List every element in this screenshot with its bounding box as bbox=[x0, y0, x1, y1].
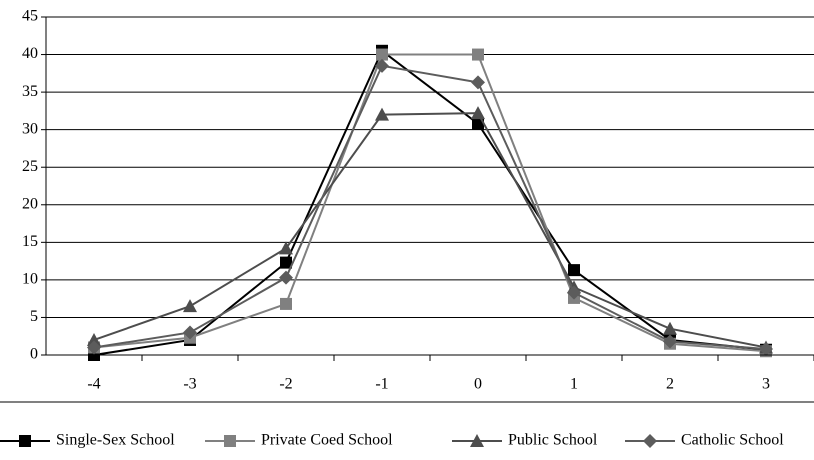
marker bbox=[279, 241, 293, 255]
y-tick-label: 45 bbox=[22, 8, 38, 25]
x-tick-label: -4 bbox=[87, 376, 100, 393]
marker bbox=[375, 107, 389, 121]
legend-label: Single-Sex School bbox=[56, 432, 175, 449]
y-tick-label: 25 bbox=[22, 158, 38, 175]
marker bbox=[663, 321, 677, 335]
x-tick-label: 0 bbox=[474, 376, 482, 393]
series-line bbox=[93, 49, 767, 356]
marker bbox=[183, 299, 197, 313]
y-tick-label: 0 bbox=[30, 346, 38, 363]
x-tick-label: 2 bbox=[666, 376, 674, 393]
marker bbox=[87, 332, 101, 346]
marker bbox=[279, 270, 293, 285]
y-tick-label: 10 bbox=[22, 271, 38, 288]
marker bbox=[472, 48, 484, 61]
marker bbox=[567, 285, 581, 300]
series bbox=[87, 58, 773, 356]
legend-label: Public School bbox=[508, 432, 598, 449]
marker bbox=[471, 75, 485, 90]
x-tick-label: 1 bbox=[570, 376, 578, 393]
y-tick-label: 20 bbox=[22, 195, 38, 212]
marker bbox=[224, 435, 236, 447]
marker bbox=[376, 48, 388, 61]
marker bbox=[375, 58, 389, 73]
y-tick-label: 35 bbox=[22, 83, 38, 100]
marker bbox=[19, 435, 31, 447]
series-line bbox=[93, 112, 767, 349]
legend-label: Catholic School bbox=[681, 432, 784, 449]
marker bbox=[183, 325, 197, 340]
y-tick-label: 40 bbox=[22, 45, 38, 62]
series-line bbox=[93, 64, 767, 350]
series bbox=[87, 106, 773, 354]
series-line bbox=[93, 53, 767, 353]
x-tick-label: 3 bbox=[762, 376, 770, 393]
y-tick-label: 30 bbox=[22, 120, 38, 137]
marker bbox=[280, 297, 292, 310]
marker bbox=[568, 264, 580, 277]
legend-label: Private Coed School bbox=[261, 432, 393, 449]
marker bbox=[87, 340, 101, 355]
marker bbox=[280, 256, 292, 269]
x-tick-label: -2 bbox=[279, 376, 292, 393]
marker bbox=[470, 434, 484, 447]
marker bbox=[471, 106, 485, 120]
y-tick-label: 5 bbox=[30, 308, 38, 325]
marker bbox=[759, 341, 773, 356]
marker bbox=[663, 334, 677, 349]
marker bbox=[643, 434, 657, 448]
x-tick-label: -1 bbox=[375, 376, 388, 393]
x-tick-label: -3 bbox=[183, 376, 196, 393]
y-tick-label: 15 bbox=[22, 233, 38, 250]
